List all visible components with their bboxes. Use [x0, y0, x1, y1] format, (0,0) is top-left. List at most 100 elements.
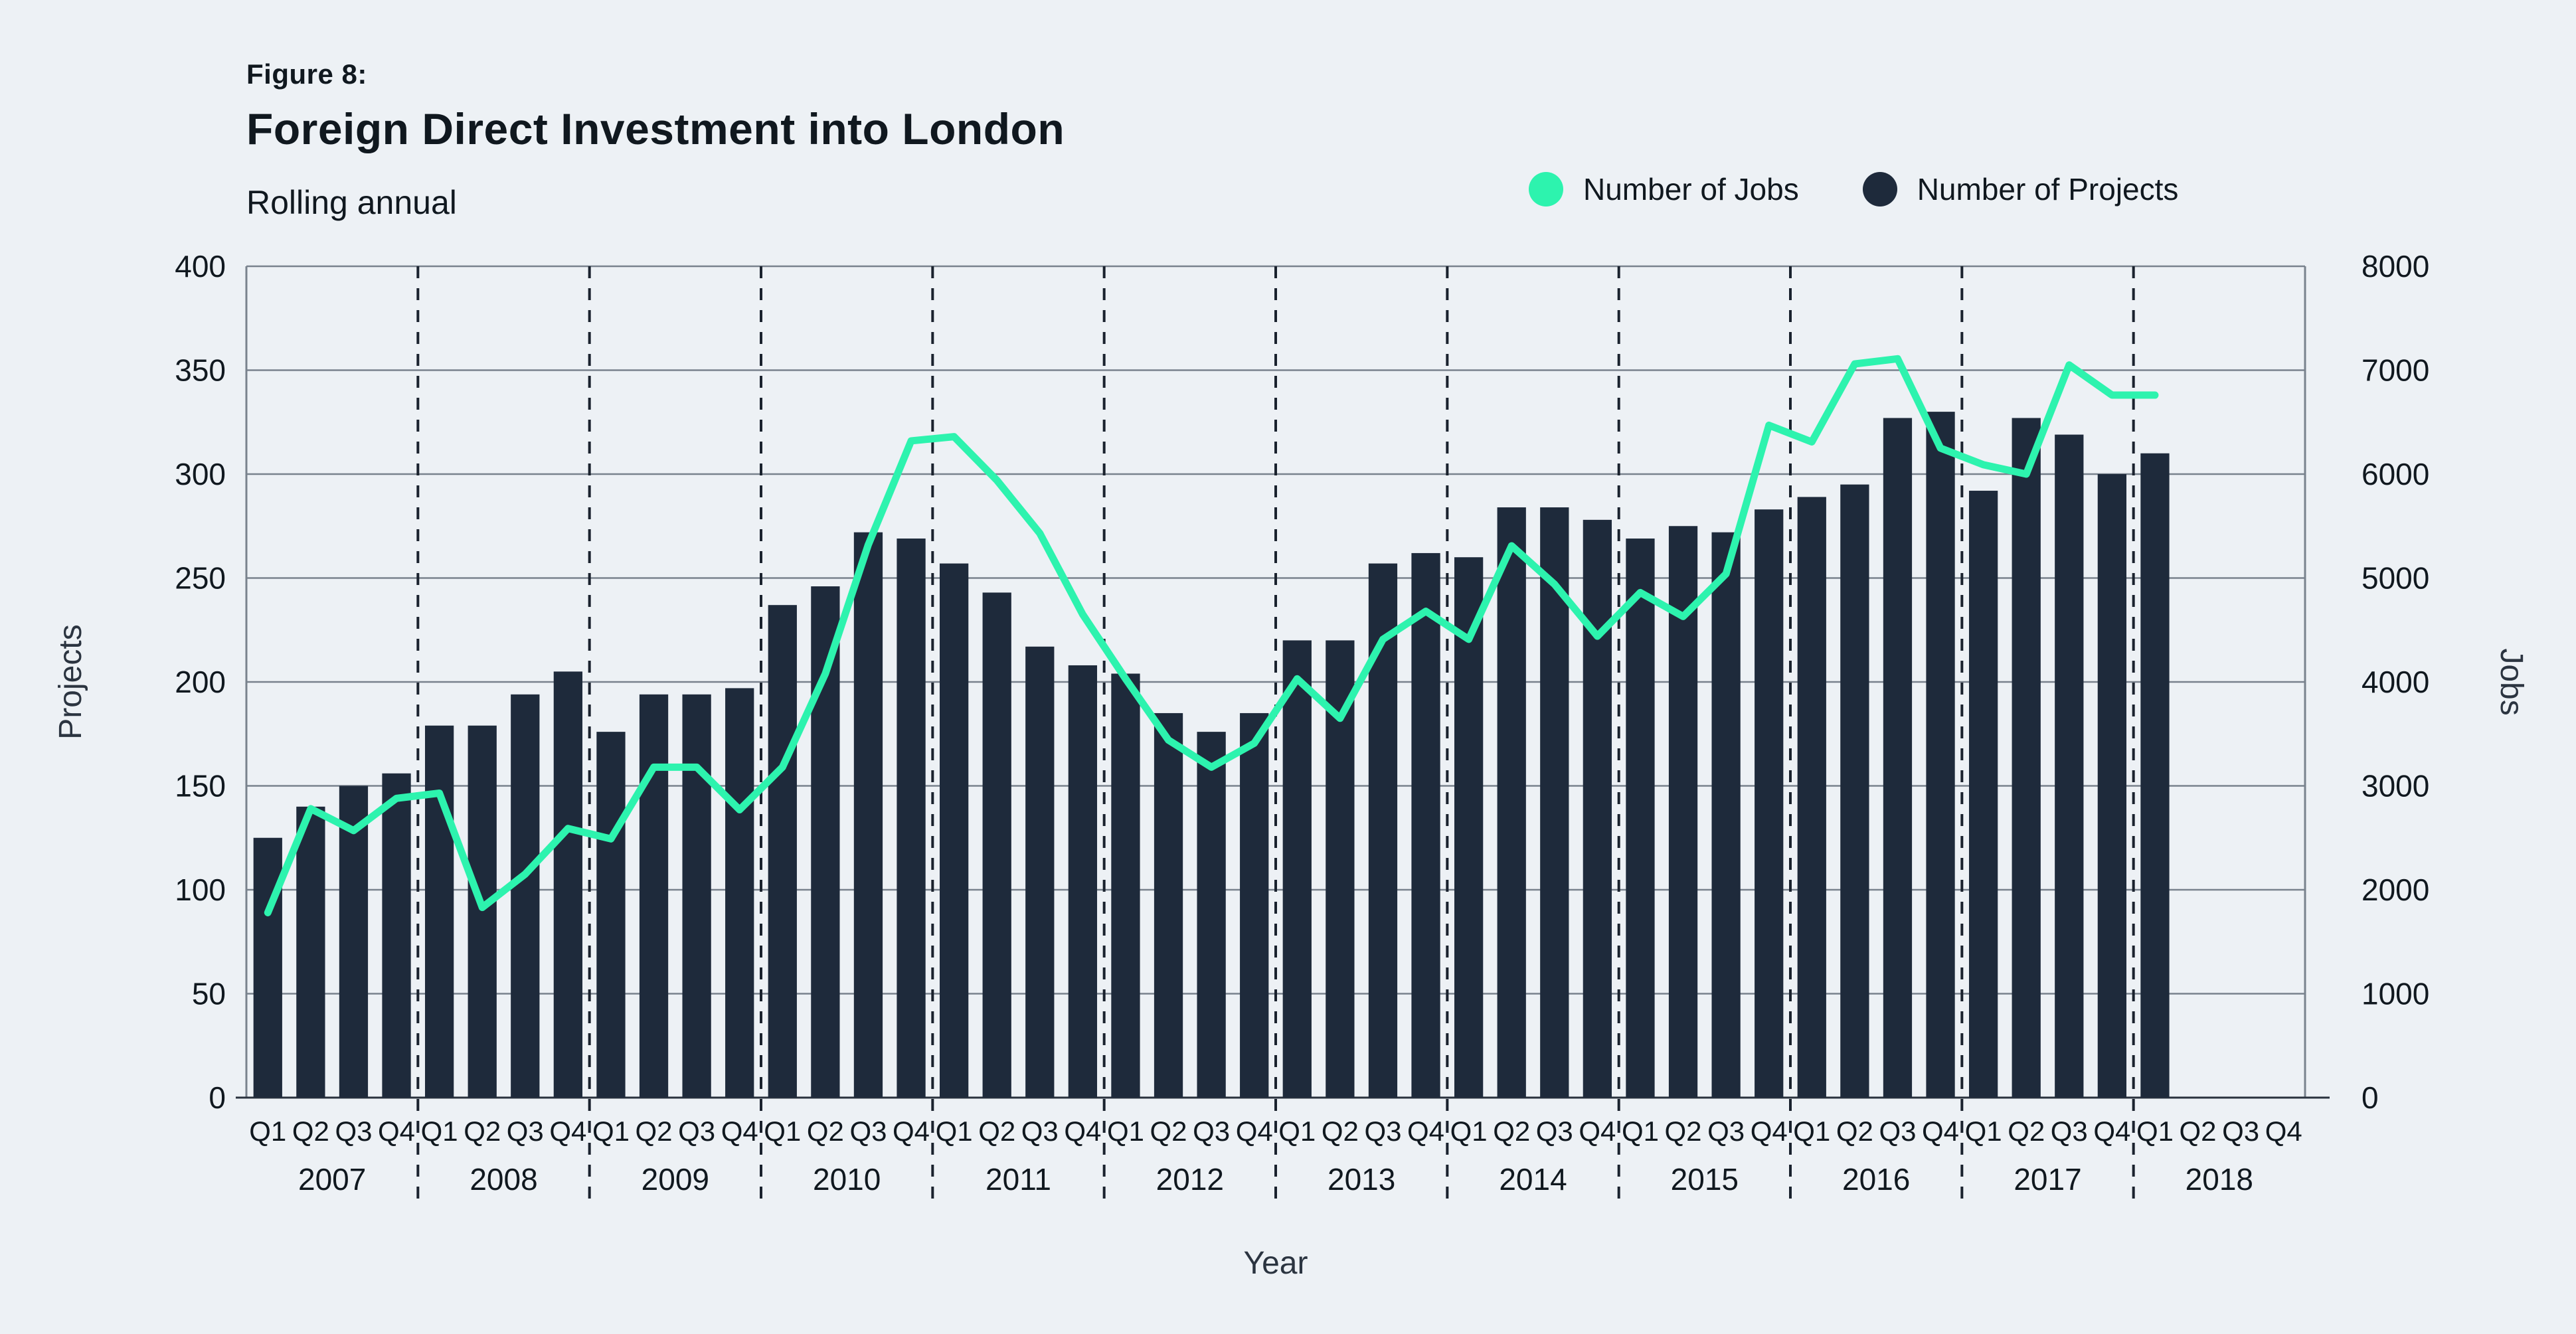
- svg-text:Q3: Q3: [335, 1116, 372, 1147]
- bar: [1583, 519, 1612, 1098]
- svg-text:250: 250: [175, 561, 226, 596]
- svg-text:Q1: Q1: [592, 1116, 630, 1147]
- svg-text:3000: 3000: [2361, 769, 2429, 803]
- svg-text:Q1: Q1: [2136, 1116, 2174, 1147]
- right-axis-ticks: 0 1000 2000 3000 4000 5000 6000 7000 8000: [2361, 249, 2429, 1115]
- svg-text:Q2: Q2: [1836, 1116, 1873, 1147]
- figure-label: Figure 8:: [246, 58, 367, 90]
- year-dividers: [416, 266, 2135, 1209]
- bar: [553, 671, 583, 1098]
- bar: [1111, 673, 1140, 1098]
- svg-text:2013: 2013: [1328, 1162, 1395, 1197]
- quarter-labels: Q1 Q2 Q3 Q4 Q1 Q2 Q3 Q4 Q1 Q2 Q3 Q4 Q1 Q2 Q3 Q4 Q1 Q2 Q3 Q4…: [249, 1116, 2302, 1147]
- bar: [768, 605, 797, 1098]
- svg-text:400: 400: [175, 249, 226, 284]
- bar: [596, 732, 626, 1098]
- svg-text:Q2: Q2: [1322, 1116, 1359, 1147]
- projects-bars: [253, 412, 2170, 1098]
- svg-text:Q3: Q3: [1879, 1116, 1916, 1147]
- svg-text:Q2: Q2: [464, 1116, 501, 1147]
- bar: [1197, 732, 1226, 1098]
- svg-text:2000: 2000: [2361, 873, 2429, 907]
- bar: [1755, 509, 1784, 1098]
- bar: [1926, 412, 1955, 1098]
- bar: [982, 592, 1011, 1098]
- bar: [468, 725, 497, 1098]
- svg-text:Q3: Q3: [2222, 1116, 2259, 1147]
- svg-text:2009: 2009: [642, 1162, 709, 1197]
- svg-text:Q3: Q3: [849, 1116, 887, 1147]
- svg-text:Q1: Q1: [936, 1116, 973, 1147]
- svg-text:Q3: Q3: [1193, 1116, 1230, 1147]
- bar: [1411, 552, 1440, 1098]
- svg-text:Q3: Q3: [1536, 1116, 1573, 1147]
- left-axis-title: Projects: [53, 624, 88, 739]
- bar: [639, 694, 669, 1098]
- svg-text:2016: 2016: [1842, 1162, 1910, 1197]
- svg-text:Q1: Q1: [421, 1116, 458, 1147]
- bar: [1154, 712, 1183, 1098]
- chart-subtitle: Rolling annual: [246, 184, 457, 221]
- svg-text:1000: 1000: [2361, 977, 2429, 1011]
- svg-text:Q2: Q2: [2008, 1116, 2045, 1147]
- svg-text:2017: 2017: [2014, 1162, 2081, 1197]
- svg-text:Q2: Q2: [292, 1116, 329, 1147]
- svg-text:Q4: Q4: [378, 1116, 415, 1147]
- bar: [2055, 434, 2084, 1098]
- bar: [1883, 418, 1913, 1098]
- svg-text:Q4: Q4: [1407, 1116, 1444, 1147]
- svg-text:Q4: Q4: [1236, 1116, 1273, 1147]
- svg-text:350: 350: [175, 353, 226, 388]
- svg-text:2007: 2007: [298, 1162, 366, 1197]
- svg-text:Q4: Q4: [1922, 1116, 1959, 1147]
- svg-text:100: 100: [175, 873, 226, 907]
- svg-text:Q4: Q4: [893, 1116, 930, 1147]
- svg-text:Q3: Q3: [1707, 1116, 1745, 1147]
- svg-text:Q2: Q2: [1150, 1116, 1187, 1147]
- year-labels: 2007 2008 2009 2010 2011 2012 2013 2014 2015 2016…: [298, 1162, 2253, 1197]
- bar: [1068, 665, 1098, 1098]
- svg-text:2014: 2014: [1499, 1162, 1567, 1197]
- svg-text:Q2: Q2: [2180, 1116, 2217, 1147]
- svg-text:Q1: Q1: [764, 1116, 801, 1147]
- svg-text:Q4: Q4: [549, 1116, 586, 1147]
- x-axis-title: Year: [1244, 1246, 1308, 1281]
- svg-text:2008: 2008: [470, 1162, 537, 1197]
- bar: [2140, 453, 2170, 1098]
- bar: [1840, 484, 1869, 1098]
- svg-text:Q1: Q1: [249, 1116, 286, 1147]
- projects-legend-dot-icon: [1862, 172, 1897, 207]
- bar: [1540, 507, 1569, 1098]
- bar: [2097, 474, 2127, 1098]
- svg-text:5000: 5000: [2361, 561, 2429, 596]
- svg-text:8000: 8000: [2361, 249, 2429, 284]
- svg-text:Q1: Q1: [1793, 1116, 1830, 1147]
- svg-text:Q1: Q1: [1622, 1116, 1659, 1147]
- svg-text:7000: 7000: [2361, 353, 2429, 388]
- bar: [1668, 526, 1698, 1098]
- bar: [1968, 491, 1998, 1098]
- svg-text:Q2: Q2: [807, 1116, 844, 1147]
- svg-text:Q1: Q1: [1107, 1116, 1144, 1147]
- bar: [682, 694, 711, 1098]
- svg-text:Q3: Q3: [678, 1116, 715, 1147]
- svg-text:Q2: Q2: [1665, 1116, 1702, 1147]
- right-axis-title: Jobs: [2494, 648, 2529, 715]
- bar: [2012, 418, 2041, 1098]
- page-title: Foreign Direct Investment into London: [246, 104, 1065, 153]
- jobs-legend-dot-icon: [1529, 172, 1563, 207]
- bar: [1025, 646, 1055, 1098]
- svg-text:Q3: Q3: [1021, 1116, 1059, 1147]
- svg-text:6000: 6000: [2361, 457, 2429, 491]
- svg-text:Q2: Q2: [978, 1116, 1015, 1147]
- svg-text:2011: 2011: [986, 1162, 1051, 1197]
- svg-text:200: 200: [175, 665, 226, 699]
- svg-text:2018: 2018: [2186, 1162, 2253, 1197]
- svg-text:Q1: Q1: [1278, 1116, 1316, 1147]
- bar: [424, 725, 454, 1098]
- bar: [1711, 532, 1741, 1098]
- svg-text:Q3: Q3: [2051, 1116, 2088, 1147]
- svg-text:Q3: Q3: [1364, 1116, 1401, 1147]
- bar: [939, 563, 969, 1098]
- bar: [382, 773, 411, 1098]
